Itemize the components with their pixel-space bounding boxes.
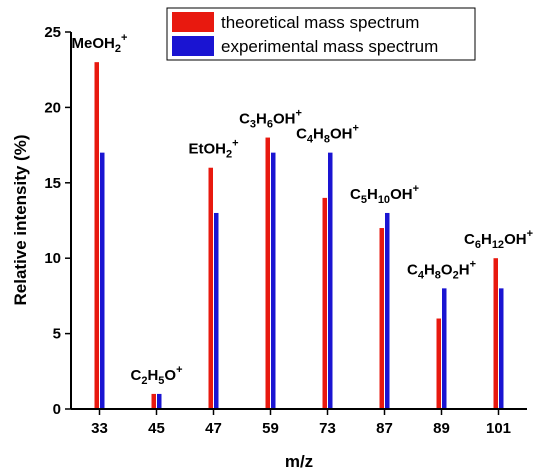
ion-labels: MeOH2+ C2H5O+ EtOH2+C3H6OH+C4H8OH+ C5H10OH+… [72, 32, 533, 387]
ion-label-89: C4H8O2H+ [407, 258, 476, 281]
legend: theoretical mass spectrum experimental m… [166, 7, 476, 61]
ion-label-47: EtOH2+ [188, 138, 238, 161]
bar-experimental-47 [214, 212, 219, 409]
x-tick-label: 89 [433, 420, 450, 437]
x-tick-label: 47 [205, 420, 222, 437]
y-tick-label: 25 [44, 24, 61, 41]
legend-swatch-experimental [172, 36, 214, 56]
ion-label-73: C4H8OH+ [296, 123, 359, 146]
x-axis-title: m/z [285, 452, 313, 471]
x-ticks: 33 45 47 59 73 87 89 101 [91, 409, 511, 437]
legend-label-experimental: experimental mass spectrum [221, 37, 438, 56]
bar-theoretical-45 [151, 393, 156, 409]
x-tick-label: 59 [262, 420, 279, 437]
ion-label-33: MeOH2+ [72, 32, 128, 55]
x-tick-label: 101 [486, 420, 511, 437]
ion-label-87: C5H10OH+ [350, 183, 419, 206]
x-tick-label: 45 [148, 420, 165, 437]
y-tick-label: 20 [44, 99, 61, 116]
ion-label-45: C2H5O+ [130, 364, 182, 387]
bar-theoretical-73 [322, 197, 327, 409]
axes-layer [70, 32, 527, 410]
bar-experimental-45 [157, 393, 162, 409]
legend-label-theoretical: theoretical mass spectrum [221, 13, 419, 32]
bar-theoretical-33 [94, 62, 99, 409]
bar-experimental-33 [100, 152, 105, 409]
y-ticks: 0 5 10 15 20 25 [44, 24, 71, 418]
bar-experimental-59 [271, 152, 276, 409]
bar-experimental-87 [385, 212, 390, 409]
legend-box [166, 7, 476, 61]
ion-label-59: C3H6OH+ [239, 108, 302, 131]
bar-experimental-101 [499, 288, 504, 409]
bar-theoretical-87 [379, 228, 384, 409]
x-tick-label: 87 [376, 420, 393, 437]
bar-theoretical-47 [208, 167, 213, 409]
bar-experimental-73 [328, 152, 333, 409]
y-tick-label: 15 [44, 175, 61, 192]
bar-experimental-89 [442, 288, 447, 409]
y-axis-title: Relative intensity (%) [11, 135, 30, 306]
bar-theoretical-59 [265, 137, 270, 409]
bars-layer [94, 62, 504, 409]
legend-swatch-theoretical [172, 12, 214, 32]
ion-label-101: C6H12OH+ [464, 228, 533, 251]
y-tick-label: 10 [44, 250, 61, 267]
x-tick-label: 73 [319, 420, 336, 437]
y-tick-label: 0 [53, 401, 61, 418]
bar-theoretical-89 [436, 318, 441, 409]
x-tick-label: 33 [91, 420, 108, 437]
bar-theoretical-101 [493, 258, 498, 409]
y-tick-label: 5 [53, 326, 61, 343]
